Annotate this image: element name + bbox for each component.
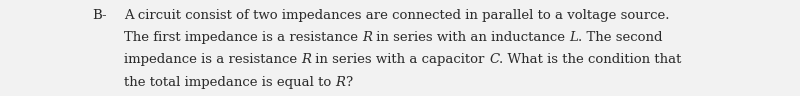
Text: impedance is a resistance: impedance is a resistance — [124, 53, 302, 66]
Text: R: R — [362, 31, 372, 44]
Text: the total impedance is equal to: the total impedance is equal to — [124, 76, 335, 89]
Text: L: L — [570, 31, 578, 44]
Text: The first impedance is a resistance: The first impedance is a resistance — [124, 31, 362, 44]
Text: . What is the condition that: . What is the condition that — [499, 53, 682, 66]
Text: ?: ? — [346, 76, 353, 89]
Text: A circuit consist of two impedances are connected in parallel to a voltage sourc: A circuit consist of two impedances are … — [124, 9, 670, 22]
Text: . The second: . The second — [578, 31, 662, 44]
Text: C: C — [489, 53, 499, 66]
Text: in series with a capacitor: in series with a capacitor — [311, 53, 489, 66]
Text: R: R — [302, 53, 311, 66]
Text: R: R — [335, 76, 346, 89]
Text: in series with an inductance: in series with an inductance — [372, 31, 570, 44]
Text: B-: B- — [92, 9, 106, 22]
